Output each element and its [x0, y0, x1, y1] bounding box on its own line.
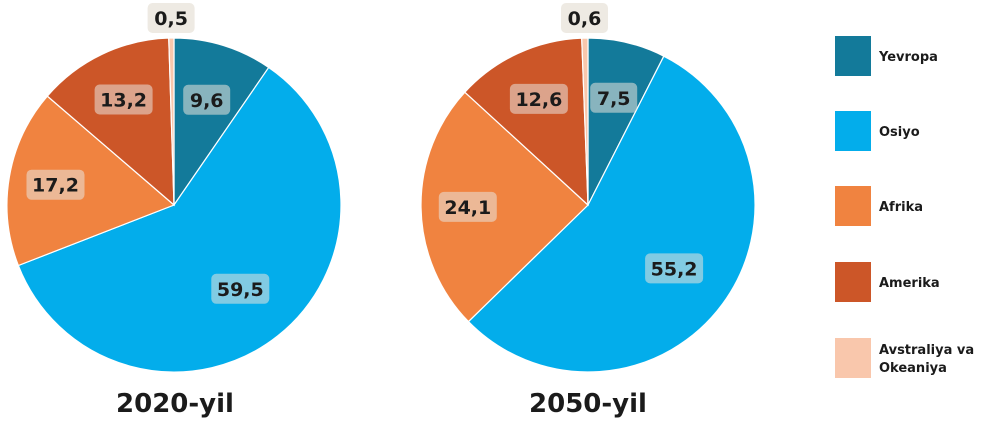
data-label-text: 0,6 [568, 8, 602, 30]
legend-item-amerika: Amerika [835, 262, 940, 302]
legend-swatch [835, 262, 871, 302]
data-label-box [561, 3, 608, 33]
data-label-2050-avstraliya-va-okeaniya: 0,6 [561, 3, 608, 33]
data-label-text: 12,6 [515, 89, 562, 111]
data-label-2050-afrika: 24,1 [438, 191, 497, 222]
data-label-box [147, 3, 195, 33]
legend-item-afrika: Afrika [835, 186, 923, 226]
data-label-box [94, 84, 153, 115]
data-label-2020-afrika: 17,2 [26, 169, 85, 200]
legend-swatch [835, 186, 871, 226]
pie-slice-2020-afrika [6, 95, 176, 267]
pie-chart-2020: 9,6 59,5 17,2 13,2 0,5 [6, 3, 342, 373]
pie-slice-2050-afrika [420, 91, 589, 323]
data-label-text: 7,5 [597, 88, 631, 110]
legend-swatch [835, 338, 871, 378]
legend-label: Amerika [879, 276, 940, 291]
legend-item-yevropa: Yevropa [835, 36, 938, 76]
pie-slice-2020-avstraliya-va-okeaniya [168, 37, 175, 206]
pie-title-2020: 2020-yil [116, 389, 234, 419]
legend-swatch [835, 36, 871, 76]
legend-label: Osiyo [879, 125, 920, 140]
data-label-box [590, 82, 638, 113]
pie-slice-2020-yevropa [173, 37, 270, 207]
legend-item-osiyo: Osiyo [835, 111, 920, 151]
data-label-2020-amerika: 13,2 [94, 84, 153, 115]
legend-label: Afrika [879, 200, 923, 215]
pie-slice-2050-amerika [463, 37, 589, 207]
legend-item-avstraliya-va-okeaniya: Avstraliya va Okeaniya [835, 338, 974, 378]
data-label-2050-amerika: 12,6 [509, 83, 568, 114]
data-label-2020-yevropa: 9,6 [183, 84, 231, 115]
legend-label: Avstraliya va [879, 343, 974, 358]
data-label-2020-osiyo: 59,5 [211, 273, 270, 304]
data-label-2050-yevropa: 7,5 [590, 82, 638, 113]
data-label-text: 55,2 [651, 258, 698, 280]
data-label-box [211, 273, 270, 304]
data-label-text: 24,1 [444, 197, 491, 219]
data-label-2020-avstraliya-va-okeaniya: 0,5 [147, 3, 195, 33]
legend-label: Yevropa [878, 50, 938, 65]
data-label-text: 59,5 [217, 279, 264, 301]
pie-slice-2050-avstraliya-va-okeaniya [581, 37, 589, 206]
data-label-text: 13,2 [100, 90, 147, 112]
pie-slice-2050-osiyo [467, 55, 756, 373]
pie-title-2050: 2050-yil [529, 389, 647, 419]
data-label-box [509, 83, 568, 114]
pie-chart-2050: 7,5 55,2 24,1 12,6 0,6 [420, 3, 756, 373]
data-label-box [438, 191, 497, 222]
pie-slice-2020-amerika [46, 37, 175, 207]
data-label-text: 0,5 [154, 8, 188, 30]
legend: Yevropa Osiyo Afrika Amerika Avstraliya va Ok… [835, 36, 974, 378]
legend-swatch [835, 111, 871, 151]
data-label-2050-osiyo: 55,2 [645, 253, 704, 284]
data-label-box [645, 253, 704, 284]
data-label-box [183, 84, 231, 115]
data-label-text: 17,2 [32, 175, 79, 197]
data-label-box [26, 169, 85, 200]
data-label-text: 9,6 [190, 90, 224, 112]
legend-label: Okeaniya [879, 361, 947, 376]
